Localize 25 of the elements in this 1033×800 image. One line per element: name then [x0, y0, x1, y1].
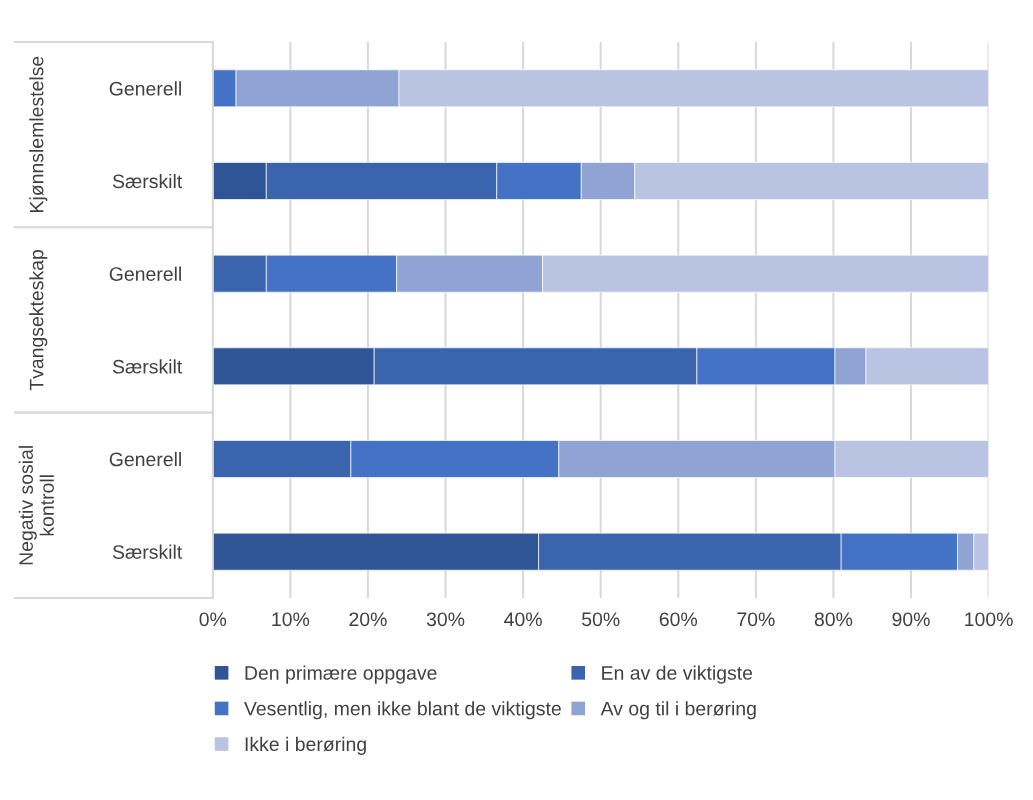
x-tick-label: 20% [349, 612, 387, 627]
x-tick-label: 100% [965, 612, 1013, 627]
y-tick-label: Generell [109, 266, 181, 281]
text: Kjønnslemlestelse [29, 56, 48, 212]
x-tick-label: 40% [504, 612, 542, 627]
x-tick-label: 50% [582, 612, 620, 627]
x-tick-label: 80% [814, 612, 853, 627]
y-tick-label: Særskilt [112, 544, 183, 559]
text: Tvangsekteskap [29, 250, 48, 391]
legend-label: Av og til i berøring [600, 701, 756, 720]
legend-label: En av de viktigste [602, 665, 753, 684]
x-tick-label: 30% [426, 612, 465, 627]
x-tick-label: 60% [659, 612, 698, 627]
x-tick-label: 70% [737, 612, 775, 627]
legend-label: Ikke i berøring [245, 736, 366, 755]
text: Negativ sosial kontroll [18, 446, 54, 565]
legend-label: Vesentlig, men ikke blant de viktigste [244, 701, 561, 720]
y-tick-label: Generell [109, 81, 181, 96]
x-tick-label: 10% [272, 612, 310, 627]
y-tick-label: Særskilt [112, 173, 183, 189]
y-tick-label: Særskilt [112, 359, 183, 374]
x-tick-label: 90% [892, 612, 930, 627]
x-tick-label: 0% [199, 612, 227, 627]
legend-label: Den primære oppgave [245, 665, 437, 684]
y-tick-label: Generell [109, 451, 181, 467]
